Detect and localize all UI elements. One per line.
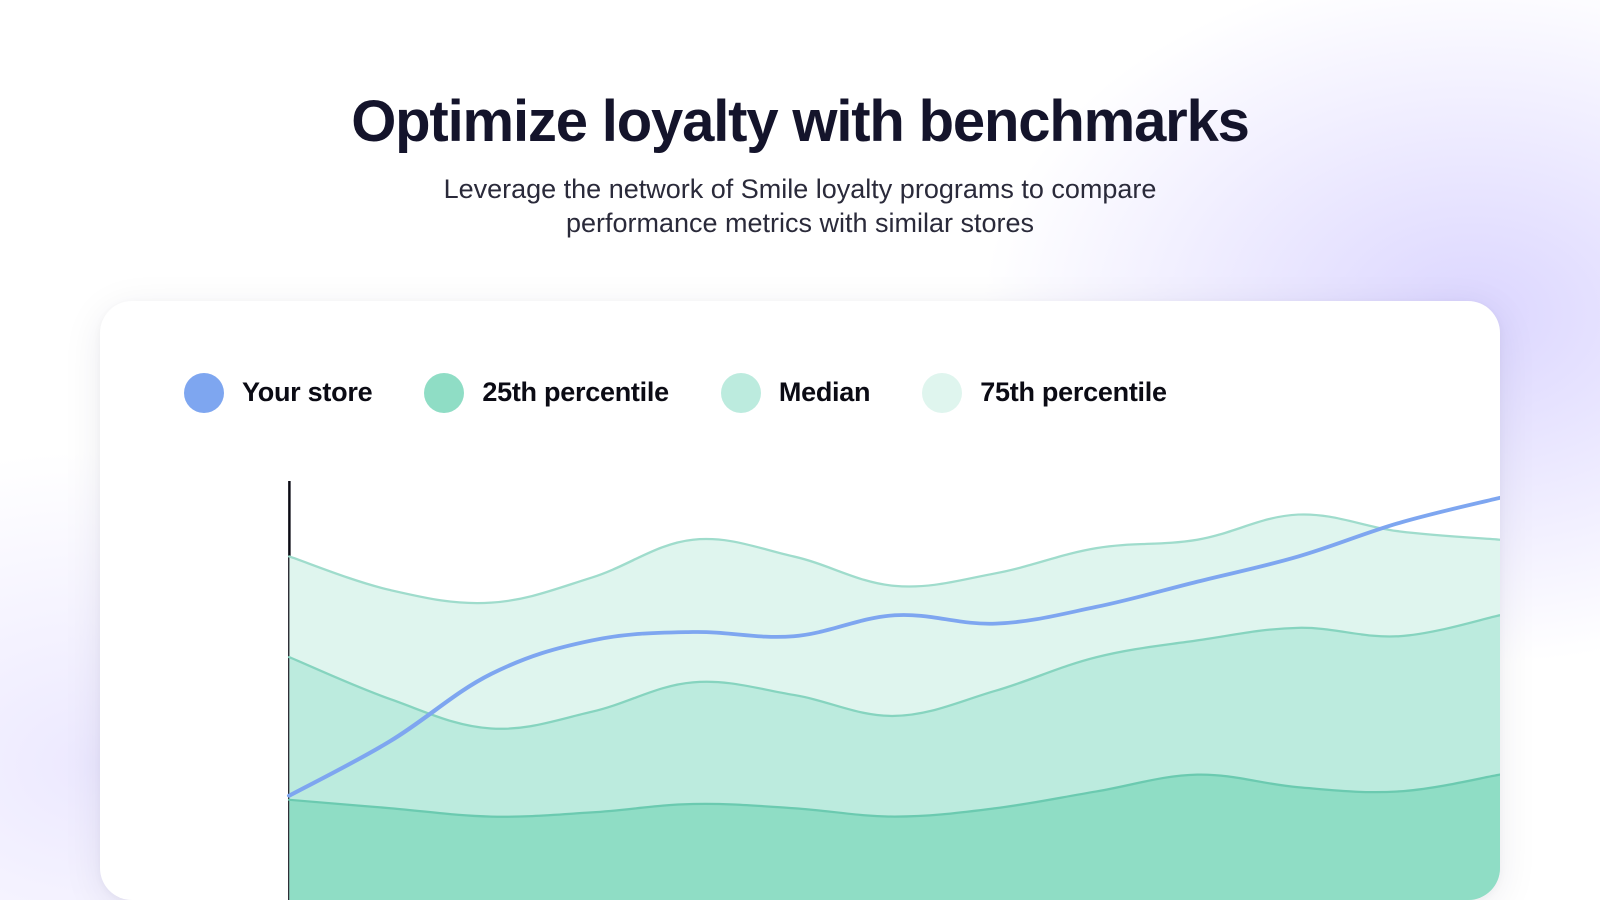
legend-label-p25: 25th percentile xyxy=(482,377,669,408)
legend-swatch-median xyxy=(721,373,761,413)
chart-series-group xyxy=(289,497,1500,900)
page-subhead: Leverage the network of Smile loyalty pr… xyxy=(390,173,1210,241)
legend-item-p75: 75th percentile xyxy=(922,373,1167,413)
legend-label-your-store: Your store xyxy=(242,377,372,408)
legend-item-p25: 25th percentile xyxy=(424,373,669,413)
chart-legend: Your store 25th percentile Median 75th p… xyxy=(184,373,1440,413)
legend-item-median: Median xyxy=(721,373,870,413)
legend-item-your-store: Your store xyxy=(184,373,372,413)
legend-swatch-your-store xyxy=(184,373,224,413)
legend-label-median: Median xyxy=(779,377,870,408)
chart-area xyxy=(210,481,1500,900)
page-headline: Optimize loyalty with benchmarks xyxy=(351,88,1249,155)
legend-label-p75: 75th percentile xyxy=(980,377,1167,408)
legend-swatch-p25 xyxy=(424,373,464,413)
chart-card: Your store 25th percentile Median 75th p… xyxy=(100,301,1500,900)
benchmark-chart xyxy=(210,481,1500,900)
legend-swatch-p75 xyxy=(922,373,962,413)
page: Optimize loyalty with benchmarks Leverag… xyxy=(0,0,1600,900)
